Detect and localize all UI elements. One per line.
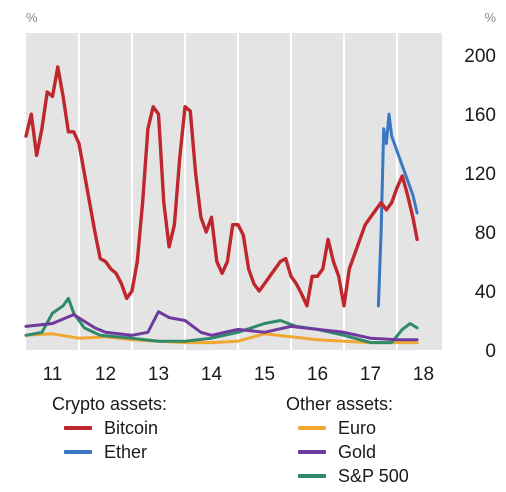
- legend: Crypto assets: Bitcoin Ether Other asset…: [0, 392, 506, 492]
- legend-label-sp500: S&P 500: [338, 465, 409, 486]
- x-tick-label: 13: [148, 364, 169, 385]
- series-line-s-p-500: [24, 296, 419, 345]
- legend-swatch-euro: [298, 426, 326, 430]
- legend-label-gold: Gold: [338, 441, 377, 462]
- legend-swatch-gold: [298, 450, 326, 454]
- legend-item-sp500: S&P 500: [286, 464, 409, 488]
- y-tick-label: 200: [464, 46, 496, 67]
- y-axis-ticks: 0 40 80 120 160 200: [464, 46, 496, 362]
- left-unit-label: %: [26, 10, 38, 25]
- x-tick-label: 14: [201, 364, 223, 385]
- legend-group-crypto: Crypto assets: Bitcoin Ether: [52, 392, 167, 464]
- y-tick-label: 80: [475, 223, 496, 244]
- x-tick-label: 15: [254, 364, 275, 385]
- legend-item-euro: Euro: [286, 416, 409, 440]
- legend-swatch-sp500: [298, 474, 326, 478]
- x-tick-label: 17: [360, 364, 381, 385]
- legend-label-bitcoin: Bitcoin: [104, 417, 159, 438]
- y-tick-label: 40: [475, 282, 496, 303]
- series-line-gold: [24, 310, 419, 342]
- legend-group-title: Crypto assets:: [52, 394, 168, 414]
- chart-svg: % % 0 40 80 120 160 200 11 12 13 14 15 16 17 18: [24, 10, 496, 385]
- y-tick-label: 160: [464, 105, 496, 126]
- legend-group-title: Other assets:: [286, 394, 394, 414]
- series-line-euro: [24, 332, 419, 345]
- series-lines: [24, 65, 419, 345]
- x-axis-ticks: 11 12 13 14 15 16 17 18: [43, 364, 434, 385]
- y-tick-label: 0: [485, 341, 496, 362]
- legend-swatch-ether: [64, 450, 92, 454]
- legend-group-other: Other assets: Euro Gold S&P 500: [286, 392, 409, 488]
- legend-label-ether: Ether: [104, 441, 148, 462]
- series-line-ether: [376, 112, 419, 308]
- x-tick-label: 18: [413, 364, 434, 385]
- legend-item-bitcoin: Bitcoin: [52, 416, 167, 440]
- x-tick-label: 11: [43, 364, 63, 385]
- legend-item-ether: Ether: [52, 440, 167, 464]
- legend-swatch-bitcoin: [64, 426, 92, 430]
- plot-background: [26, 33, 442, 350]
- legend-label-euro: Euro: [338, 417, 377, 438]
- x-tick-label: 16: [307, 364, 328, 385]
- y-tick-label: 120: [464, 164, 496, 185]
- legend-item-gold: Gold: [286, 440, 409, 464]
- series-line-bitcoin: [24, 65, 419, 308]
- x-tick-label: 12: [95, 364, 116, 385]
- right-unit-label: %: [484, 10, 496, 25]
